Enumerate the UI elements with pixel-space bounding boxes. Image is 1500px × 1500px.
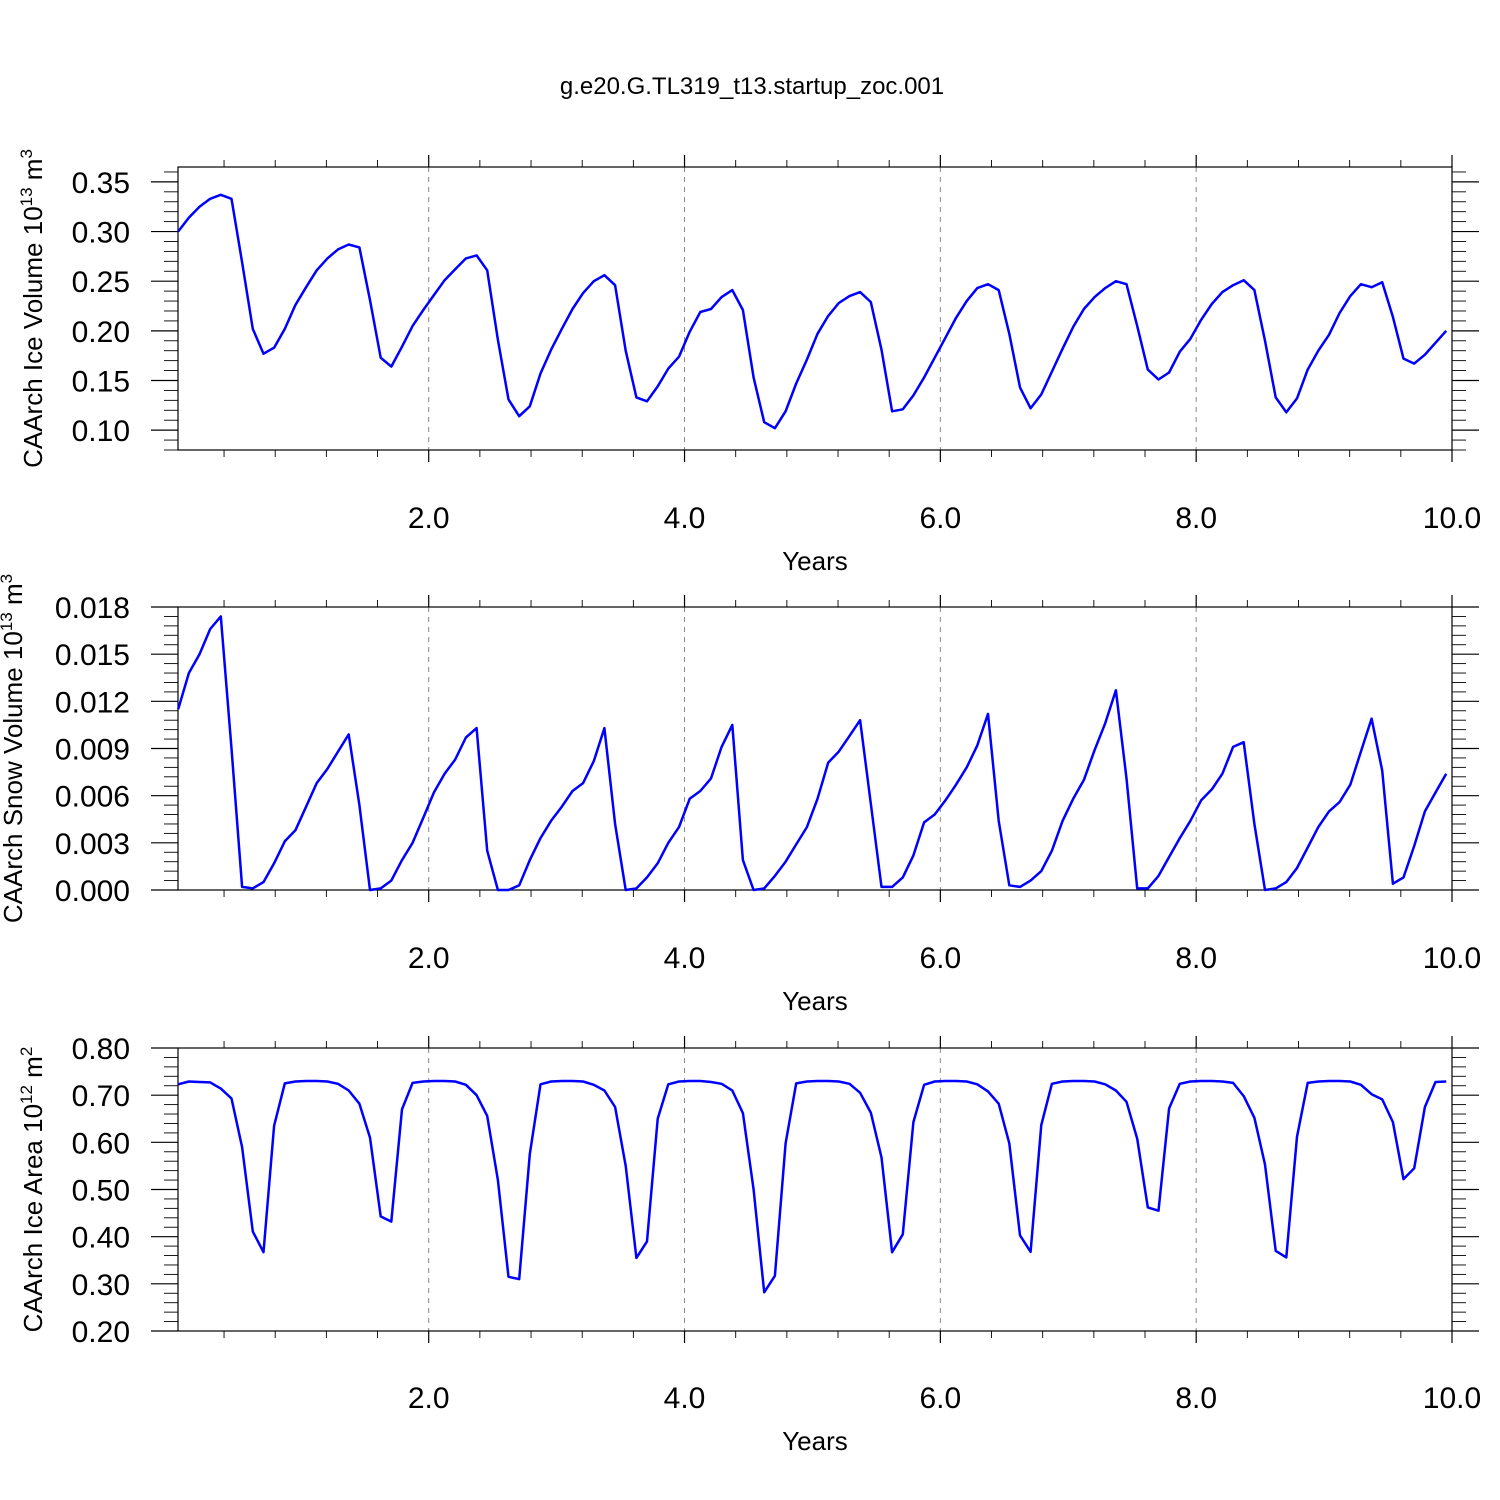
x-tick-label: 4.0: [664, 942, 706, 975]
y-title-base: CAArch Ice Area 10: [18, 1104, 48, 1332]
y-title-unit: m: [18, 1056, 48, 1085]
x-tick-label: 4.0: [664, 502, 706, 535]
y-tick-label: 0.20: [72, 1316, 130, 1349]
y-tick-label: 0.20: [72, 316, 130, 349]
y-axis-title: CAArch Snow Volume 1013 m3: [0, 574, 28, 923]
y-title-unit: m: [18, 159, 48, 188]
y-tick-label: 0.10: [72, 415, 130, 448]
y-title-exponent: 12: [17, 1085, 36, 1104]
y-tick-label: 0.009: [55, 734, 130, 767]
x-tick-label: 2.0: [408, 502, 450, 535]
x-tick-label: 6.0: [919, 942, 961, 975]
y-tick-label: 0.30: [72, 217, 130, 250]
x-tick-label: 8.0: [1175, 942, 1217, 975]
y-tick-label: 0.006: [55, 781, 130, 814]
y-title-unit-exponent: 2: [17, 1047, 36, 1056]
series-line: [177, 1079, 1447, 1294]
panels: 2.0 4.0 6.0 8.0 10.0 0.10 0.15 0.20 0.25 0.30 0.35…: [0, 149, 1481, 1456]
plot-frame: [177, 606, 1453, 891]
y-tick-label: 0.70: [72, 1080, 130, 1113]
y-tick-label: 0.80: [72, 1033, 130, 1066]
x-tick-label: 2.0: [408, 942, 450, 975]
x-axis-title: Years: [782, 986, 848, 1016]
y-title-exponent: 13: [0, 612, 16, 631]
x-tick-label: 8.0: [1175, 1382, 1217, 1415]
x-tick-label: 6.0: [919, 1382, 961, 1415]
x-tick-label: 2.0: [408, 1382, 450, 1415]
y-tick-label: 0.30: [72, 1269, 130, 1302]
x-tick-label: 6.0: [919, 502, 961, 535]
x-axis-title: Years: [782, 1426, 848, 1456]
y-title-unit-exponent: 3: [0, 574, 16, 583]
y-tick-label: 0.60: [72, 1127, 130, 1160]
y-title-unit-exponent: 3: [17, 149, 36, 158]
x-tick-label: 8.0: [1175, 502, 1217, 535]
y-tick-label: 0.012: [55, 686, 130, 719]
y-tick-label: 0.35: [72, 167, 130, 200]
y-tick-label: 0.003: [55, 828, 130, 861]
x-tick-label: 10.0: [1423, 1382, 1481, 1415]
y-tick-label: 0.018: [55, 592, 130, 625]
series-line: [177, 193, 1448, 430]
series-line: [177, 615, 1448, 892]
y-tick-label: 0.015: [55, 639, 130, 672]
y-tick-label: 0.000: [55, 875, 130, 908]
y-title-base: CAArch Ice Volume 10: [18, 206, 48, 468]
y-axis-title: CAArch Ice Area 1012 m2: [17, 1047, 48, 1333]
plot-frame: [177, 1047, 1453, 1332]
y-title-unit: m: [0, 583, 28, 612]
x-tick-label: 10.0: [1423, 502, 1481, 535]
plot-frame: [177, 166, 1453, 451]
y-title-exponent: 13: [17, 187, 36, 206]
x-tick-label: 4.0: [664, 1382, 706, 1415]
y-title-base: CAArch Snow Volume 10: [0, 631, 28, 923]
panel-2: 2.0 4.0 6.0 8.0 10.0 0.000 0.003 0.006 0.009 0.01…: [0, 574, 1481, 1016]
y-tick-label: 0.25: [72, 266, 130, 299]
y-tick-label: 0.50: [72, 1175, 130, 1208]
x-axis-title: Years: [782, 546, 848, 576]
x-tick-label: 10.0: [1423, 942, 1481, 975]
y-axis-title: CAArch Ice Volume 1013 m3: [17, 149, 48, 468]
panel-1: 2.0 4.0 6.0 8.0 10.0 0.10 0.15 0.20 0.25 0.30 0.35…: [17, 149, 1481, 576]
y-tick-label: 0.40: [72, 1222, 130, 1255]
y-tick-label: 0.15: [72, 365, 130, 398]
panel-3: 2.0 4.0 6.0 8.0 10.0 0.20 0.30 0.40 0.50 0.60 0.70…: [17, 1033, 1481, 1456]
figure-title: g.e20.G.TL319_t13.startup_zoc.001: [560, 73, 944, 100]
